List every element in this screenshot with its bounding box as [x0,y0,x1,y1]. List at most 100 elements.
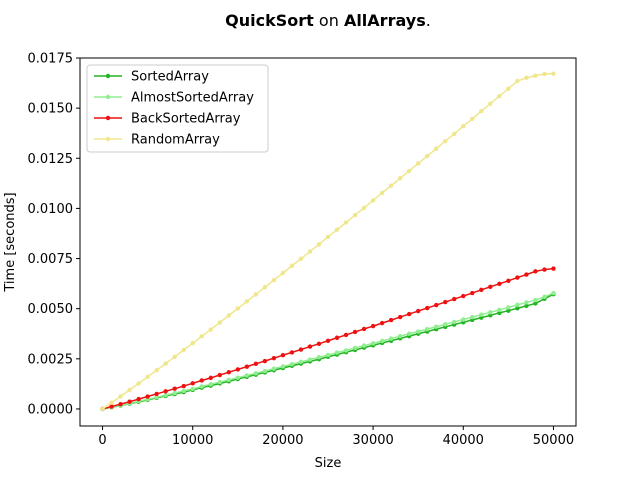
data-point [488,284,493,290]
data-point [479,287,484,293]
y-tick-label: 0.0025 [28,352,74,367]
x-tick-label: 50000 [533,433,574,448]
legend-label: AlmostSortedArray [131,91,254,106]
data-point [533,73,538,78]
data-point [497,310,502,316]
data-point [497,93,502,99]
data-point [127,387,132,393]
legend-label: RandomArray [131,133,220,148]
series-line [102,292,554,410]
data-point [497,281,502,287]
chart-title-part: AllArrays [344,11,426,30]
data-point [163,389,168,394]
data-point [271,356,277,361]
data-point [524,272,529,277]
data-point [316,355,322,360]
data-point [280,353,286,358]
data-point [533,269,538,274]
data-point [379,320,385,326]
data-point [515,306,520,311]
data-point [325,352,331,358]
y-tick-label: 0.0100 [28,202,74,217]
data-point [271,366,277,371]
data-point [307,357,313,362]
data-point [307,344,313,349]
data-point [443,322,448,327]
y-tick-label: 0.0075 [28,252,74,267]
data-point [524,75,529,81]
data-point [280,364,286,369]
data-point [136,381,141,386]
data-point [217,379,222,385]
data-point [109,400,114,405]
series-AlmostSortedArray [100,290,556,412]
data-point [199,334,204,339]
x-tick-label: 10000 [172,433,213,448]
data-point [100,406,105,412]
data-point [370,323,376,329]
data-point [190,340,195,346]
data-point [208,382,213,387]
data-point [406,168,412,174]
legend-item: RandomArray [94,133,220,148]
data-point [515,275,520,280]
data-point [181,383,186,389]
plot-frame [79,57,577,427]
data-point [136,396,141,402]
data-point [415,161,421,166]
data-point [425,153,430,159]
data-point [235,306,241,311]
data-point [289,350,295,355]
data-point [190,386,195,392]
data-point [253,361,259,367]
data-point [145,374,150,380]
data-point [334,335,340,340]
data-point [298,256,304,261]
data-point [235,367,241,372]
data-point [109,404,114,409]
data-point [461,123,466,129]
data-point [542,71,547,77]
legend-label: SortedArray [131,70,209,85]
data-point [325,338,331,343]
data-point [127,399,132,404]
data-point [551,266,556,271]
data-point [434,146,439,151]
data-point [551,290,556,296]
data-point [506,86,511,91]
data-point [154,391,159,397]
data-point [452,131,457,137]
data-point [425,326,430,332]
data-point [397,176,403,181]
data-point [208,375,213,381]
data-point [379,190,385,196]
data-point [118,394,123,399]
data-point [524,303,529,309]
data-point [343,332,349,338]
data-point [226,377,231,383]
chart-title-part: on [314,11,344,30]
data-point [334,350,340,355]
data-point [172,354,177,360]
chart-title-part: QuickSort [225,11,314,30]
data-point [199,384,204,389]
data-point [488,310,493,315]
data-point [388,183,394,188]
data-point [343,348,349,353]
data-point [443,299,448,305]
data-point [415,329,421,334]
data-point [551,71,556,76]
data-point [361,343,367,348]
x-axis-label: Size [315,456,342,471]
series-SortedArray [100,292,556,412]
data-point [379,338,385,344]
data-point [181,388,186,394]
data-point [370,341,376,346]
plot-area [100,71,556,412]
data-point [388,336,394,341]
legend-swatch-marker [105,136,111,142]
chart-title: QuickSort on AllArrays. [225,11,431,30]
series-RandomArray [100,71,556,412]
data-point [352,212,358,218]
series-line [102,293,554,410]
